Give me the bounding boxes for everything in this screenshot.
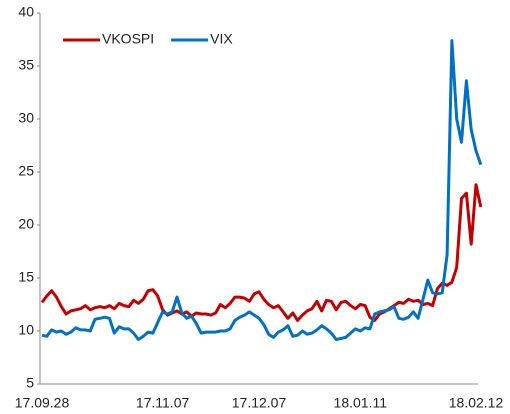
x-tick-label: 17.09.28 (15, 395, 70, 411)
y-tick-label: 15 (18, 269, 34, 285)
y-tick-label: 30 (18, 110, 34, 126)
y-tick-label: 25 (18, 163, 34, 179)
x-tick-label: 17.12.07 (232, 395, 287, 411)
x-tick-label: 18.02.12 (449, 395, 504, 411)
y-tick-label: 40 (18, 4, 34, 20)
line-series (40, 183, 483, 322)
y-tick-label: 5 (26, 375, 34, 391)
line-series (41, 39, 483, 341)
x-tick-label: 18.01.11 (334, 395, 388, 411)
legend-label: VIX (210, 31, 233, 47)
y-tick-label: 20 (18, 216, 34, 232)
y-tick-label: 10 (18, 322, 34, 338)
y-tick-label: 35 (18, 57, 34, 73)
x-tick-label: 17.11.07 (136, 395, 190, 411)
legend-label: VKOSPI (102, 31, 154, 47)
